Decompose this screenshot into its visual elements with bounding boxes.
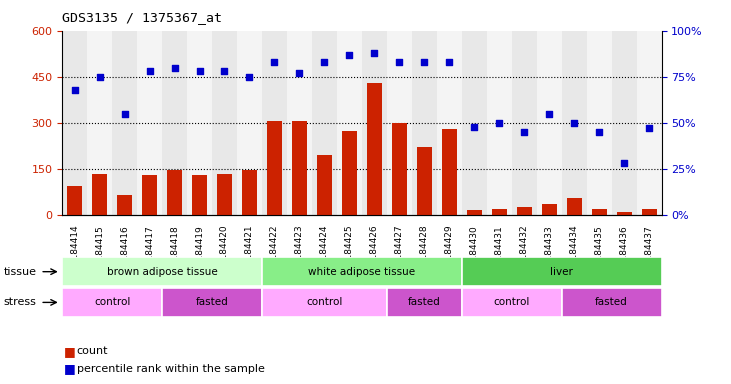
Bar (92, 174, 107, 215)
Point (568, 120, 580, 126)
Bar (462, 288, 561, 317)
Point (393, 59, 405, 65)
Bar (462, 31, 487, 215)
Bar (292, 121, 307, 215)
Text: fasted: fasted (196, 297, 228, 308)
Text: ■: ■ (64, 362, 76, 375)
Point (219, 68, 230, 74)
Text: count: count (77, 346, 108, 356)
Point (268, 59, 280, 65)
Text: fasted: fasted (595, 297, 628, 308)
Text: GDS3135 / 1375367_at: GDS3135 / 1375367_at (62, 12, 222, 25)
Text: control: control (94, 297, 130, 308)
Bar (62, 288, 162, 317)
Bar (387, 31, 412, 215)
Point (243, 74, 255, 80)
Bar (637, 31, 662, 215)
Bar (262, 257, 462, 286)
Point (144, 68, 156, 74)
Bar (537, 31, 561, 215)
Bar (312, 31, 337, 215)
Text: liver: liver (550, 266, 573, 277)
Bar (117, 195, 132, 215)
Bar (267, 121, 282, 215)
Point (418, 59, 430, 65)
Bar (442, 129, 457, 215)
Bar (567, 198, 582, 215)
Bar (561, 31, 586, 215)
Bar (591, 209, 607, 215)
Text: tissue: tissue (4, 266, 37, 277)
Bar (337, 31, 362, 215)
Bar (487, 31, 512, 215)
Bar (342, 131, 357, 215)
Bar (542, 204, 557, 215)
Text: fasted: fasted (408, 297, 441, 308)
Bar (367, 83, 382, 215)
Bar (262, 288, 387, 317)
Point (643, 125, 655, 131)
Bar (187, 31, 212, 215)
Text: stress: stress (4, 297, 37, 308)
Bar (492, 209, 507, 215)
Point (618, 161, 630, 167)
Bar (617, 212, 632, 215)
Text: control: control (493, 297, 530, 308)
Text: percentile rank within the sample: percentile rank within the sample (77, 364, 265, 374)
Point (518, 129, 530, 135)
Bar (167, 170, 182, 215)
Point (69, 87, 80, 93)
Bar (67, 186, 82, 215)
Point (294, 70, 306, 76)
Bar (417, 147, 432, 215)
Bar (112, 31, 137, 215)
Point (118, 111, 130, 117)
Bar (517, 207, 531, 215)
Bar (642, 209, 656, 215)
Text: ■: ■ (64, 345, 76, 358)
Point (194, 68, 205, 74)
Point (444, 59, 455, 65)
Bar (87, 31, 112, 215)
Point (493, 120, 505, 126)
Bar (317, 155, 332, 215)
Bar (237, 31, 262, 215)
Point (94, 74, 105, 80)
Bar (217, 174, 232, 215)
Bar (162, 288, 262, 317)
Bar (561, 288, 662, 317)
Bar (212, 31, 237, 215)
Bar (192, 175, 207, 215)
Point (368, 50, 380, 56)
Bar (137, 31, 162, 215)
Bar (392, 123, 406, 215)
Text: white adipose tissue: white adipose tissue (308, 266, 415, 277)
Bar (142, 175, 157, 215)
Bar (62, 257, 262, 286)
Bar (612, 31, 637, 215)
Bar (512, 31, 537, 215)
Text: control: control (306, 297, 343, 308)
Text: brown adipose tissue: brown adipose tissue (107, 266, 217, 277)
Bar (287, 31, 312, 215)
Point (169, 65, 181, 71)
Bar (362, 31, 387, 215)
Bar (242, 170, 257, 215)
Bar (587, 31, 612, 215)
Point (344, 51, 355, 58)
Point (543, 111, 555, 117)
Point (319, 59, 330, 65)
Bar (262, 31, 287, 215)
Bar (412, 31, 436, 215)
Bar (437, 31, 462, 215)
Bar (387, 288, 462, 317)
Bar (162, 31, 187, 215)
Bar (462, 257, 662, 286)
Point (469, 124, 480, 130)
Bar (467, 210, 482, 215)
Point (594, 129, 605, 135)
Bar (62, 31, 87, 215)
